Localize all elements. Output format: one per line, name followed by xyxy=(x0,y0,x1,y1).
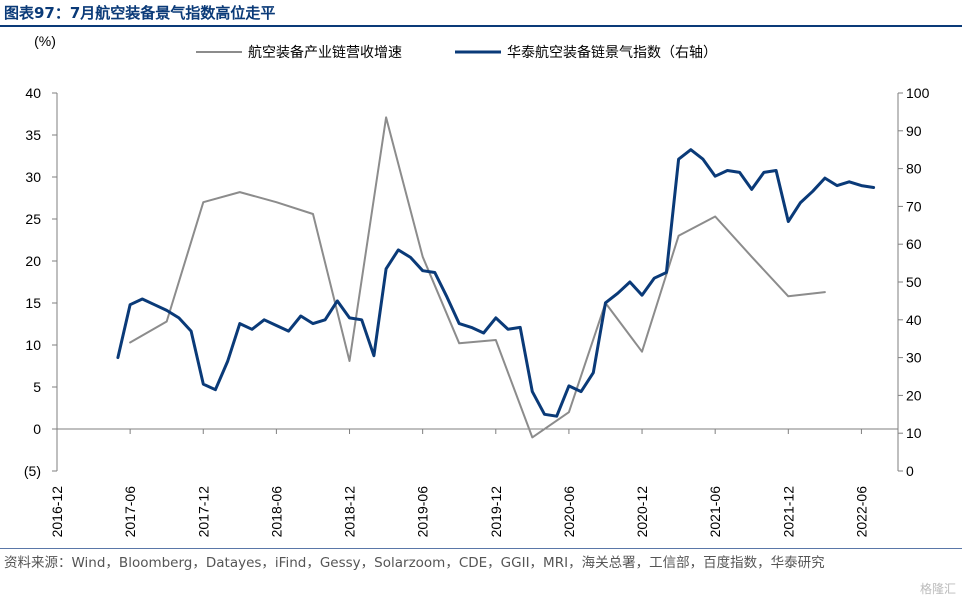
source-note: 资料来源：Wind，Bloomberg，Datayes，iFind，Gessy，… xyxy=(4,555,825,571)
line-chart: (5) 0 5 10 15 20 25 30 35 40 (%) 0 10 20 30 40 50 60 70 80 9… xyxy=(24,33,930,537)
y2-tick-label: 20 xyxy=(906,387,922,403)
legend-label-1: 航空装备产业链营收增速 xyxy=(248,44,402,60)
y-tick-label: 5 xyxy=(33,379,41,395)
y2-tick-label: 30 xyxy=(906,350,922,366)
y-tick-label: 20 xyxy=(25,253,41,269)
legend-label-2: 华泰航空装备链景气指数（右轴） xyxy=(507,44,717,60)
y-tick-label: 30 xyxy=(25,169,41,185)
x-tick-label: 2019-12 xyxy=(488,486,504,538)
y-tick-label: 0 xyxy=(33,421,41,437)
x-tick-label: 2018-06 xyxy=(268,486,284,538)
x-tick-label: 2017-06 xyxy=(122,486,138,538)
y2-tick-label: 0 xyxy=(906,463,914,479)
x-tick-label: 2022-06 xyxy=(853,486,869,538)
series-line-2 xyxy=(116,148,876,418)
y-tick-label: (5) xyxy=(24,463,41,479)
chart-legend: 航空装备产业链营收增速 华泰航空装备链景气指数（右轴） xyxy=(196,44,717,60)
series-line-1 xyxy=(129,116,826,439)
x-tick-label: 2020-12 xyxy=(634,486,650,538)
y2-tick-label: 50 xyxy=(906,274,922,290)
x-tick-label: 2021-06 xyxy=(707,486,723,538)
chart-axes: (5) 0 5 10 15 20 25 30 35 40 (%) 0 10 20 30 40 50 60 70 80 9… xyxy=(24,33,930,537)
x-tick-label: 2020-06 xyxy=(561,486,577,538)
y-tick-label: 40 xyxy=(25,85,41,101)
y-tick-label: 15 xyxy=(25,295,41,311)
x-tick-label: 2018-12 xyxy=(342,486,358,538)
source-rule xyxy=(0,548,962,549)
title-rule xyxy=(0,25,962,27)
y2-tick-label: 70 xyxy=(906,198,922,214)
chart-title: 7月航空装备景气指数高位走平 xyxy=(69,4,276,22)
y2-tick-label: 100 xyxy=(906,85,930,101)
y2-tick-label: 10 xyxy=(906,425,922,441)
x-tick-label: 2017-12 xyxy=(195,486,211,538)
x-tick-label: 2021-12 xyxy=(780,486,796,538)
y-tick-label: 10 xyxy=(25,337,41,353)
chart-series xyxy=(116,116,876,439)
x-tick-label: 2019-06 xyxy=(415,486,431,538)
y2-tick-label: 40 xyxy=(906,312,922,328)
x-tick-label: 2016-12 xyxy=(49,486,65,538)
y-tick-label: 25 xyxy=(25,211,41,227)
y2-tick-label: 80 xyxy=(906,161,922,177)
y2-tick-label: 90 xyxy=(906,123,922,139)
watermark: 格隆汇 xyxy=(919,582,956,596)
figure-title: 图表97：7月航空装备景气指数高位走平 xyxy=(4,2,275,23)
y-tick-label: 35 xyxy=(25,127,41,143)
y-axis-label: (%) xyxy=(34,33,56,49)
figure-label: 图表97： xyxy=(4,4,70,22)
y2-tick-label: 60 xyxy=(906,236,922,252)
